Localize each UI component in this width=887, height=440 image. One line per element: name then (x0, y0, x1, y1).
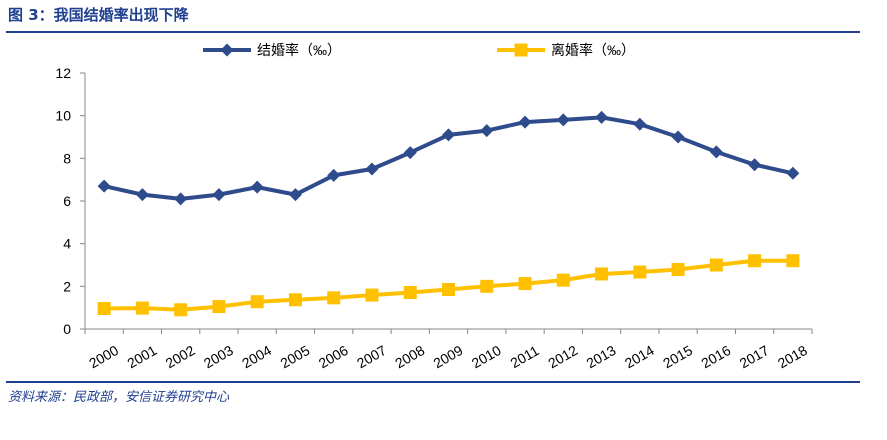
data-point-marriage (748, 158, 762, 172)
data-point-marriage (518, 115, 532, 129)
data-point-marriage (327, 168, 341, 182)
data-point-marriage (595, 110, 609, 124)
x-tick-label: 2017 (737, 342, 772, 372)
data-point-marriage (709, 145, 723, 159)
y-tick-label: 12 (55, 65, 71, 81)
x-tick-label: 2018 (775, 342, 810, 372)
x-tick-label: 2011 (507, 342, 541, 371)
data-point-divorce (480, 279, 494, 293)
legend-label-2: 离婚率（‰） (551, 42, 635, 58)
data-point-divorce (135, 301, 149, 315)
data-point-marriage (135, 188, 149, 202)
data-point-divorce (671, 262, 685, 276)
figure-title: 图 3：我国结婚率出现下降 (8, 6, 189, 24)
source-note: 资料来源：民政部，安信证券研究中心 (8, 390, 230, 405)
y-tick-label: 8 (63, 150, 71, 166)
data-point-divorce (174, 303, 188, 317)
data-point-marriage (250, 180, 264, 194)
x-tick-label: 2012 (545, 342, 580, 372)
x-tick-label: 2013 (584, 342, 619, 372)
x-tick-label: 2015 (660, 342, 695, 372)
x-tick-label: 2016 (698, 342, 733, 372)
x-tick-label: 2002 (163, 342, 198, 372)
x-tick-label: 2010 (469, 342, 504, 372)
data-point-divorce (518, 277, 532, 291)
data-point-divorce (97, 302, 111, 316)
data-point-marriage (97, 179, 111, 193)
chart-legend: 结婚率（‰） 离婚率（‰） (203, 42, 635, 58)
top-rule (6, 31, 860, 33)
data-point-divorce (709, 258, 723, 272)
data-point-divorce (212, 300, 226, 314)
x-tick-label: 2003 (201, 342, 236, 372)
data-point-divorce (442, 283, 455, 297)
series-layer (97, 110, 800, 317)
data-point-marriage (786, 166, 800, 180)
data-point-marriage (556, 113, 570, 127)
data-point-divorce (288, 293, 302, 307)
x-tick-label: 2000 (86, 342, 121, 372)
bottom-rule (6, 381, 860, 383)
y-tick-label: 10 (55, 108, 71, 124)
data-point-marriage (480, 124, 494, 138)
x-tick-label: 2007 (354, 342, 389, 372)
legend-label-1: 结婚率（‰） (257, 42, 341, 58)
data-point-marriage (633, 117, 647, 131)
x-tick-label: 2006 (316, 342, 351, 372)
y-tick-label: 4 (63, 236, 71, 252)
y-tick-label: 6 (63, 193, 71, 209)
data-point-divorce (556, 273, 570, 287)
data-point-divorce (748, 254, 762, 268)
data-point-divorce (595, 267, 609, 281)
data-point-marriage (403, 146, 417, 160)
data-point-divorce (633, 265, 647, 279)
y-tick-label: 0 (63, 321, 71, 337)
x-tick-label: 2008 (392, 342, 427, 372)
legend-marker-square (514, 43, 528, 57)
data-point-divorce (365, 288, 379, 302)
data-point-divorce (403, 286, 417, 300)
x-tick-label: 2005 (277, 342, 312, 372)
x-tick-label: 2014 (622, 342, 657, 372)
x-tick-label: 2009 (431, 342, 466, 372)
data-point-marriage (212, 188, 226, 202)
data-point-marriage (288, 188, 302, 202)
data-point-divorce (250, 295, 264, 309)
data-point-divorce (786, 254, 800, 268)
x-tick-label: 2004 (239, 342, 274, 372)
data-point-divorce (327, 291, 341, 305)
data-point-marriage (442, 128, 455, 142)
y-tick-label: 2 (63, 278, 71, 294)
data-point-marriage (671, 130, 685, 144)
legend-marker-diamond (220, 43, 234, 57)
x-tick-label: 2001 (124, 342, 159, 372)
data-point-marriage (174, 192, 188, 206)
data-point-marriage (365, 162, 379, 176)
